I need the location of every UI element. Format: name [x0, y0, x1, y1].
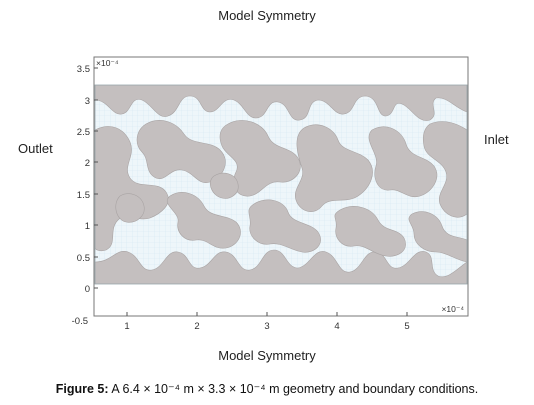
x-axis: 1 2 3 4 5 ×10⁻⁴	[124, 304, 464, 332]
y-tick-label: 2	[85, 158, 90, 169]
y-tick-label: 1.5	[77, 190, 90, 201]
y-multiplier: ×10⁻⁴	[96, 58, 119, 68]
top-boundary-label: Model Symmetry	[218, 8, 316, 23]
bottom-boundary-label: Model Symmetry	[218, 348, 316, 363]
y-tick-label: 3	[85, 96, 90, 107]
y-tick-label: 0.5	[77, 253, 90, 264]
y-tick-label: 2.5	[77, 127, 90, 138]
figure-caption: Figure 5: A 6.4 × 10⁻⁴ m × 3.3 × 10⁻⁴ m …	[0, 381, 534, 396]
solid-grains	[95, 85, 467, 284]
x-multiplier: ×10⁻⁴	[441, 304, 464, 314]
caption-label: Figure 5:	[55, 382, 109, 396]
y-axis: 3.5 3 2.5 2 1.5 1 0.5 0 -0.5 ×10⁻⁴	[72, 58, 119, 327]
x-tick-label: 5	[404, 321, 409, 332]
y-tick-label: -0.5	[72, 316, 88, 327]
y-tick-label: 0	[85, 284, 90, 295]
outlet-label: Outlet	[18, 141, 53, 156]
x-tick-label: 4	[334, 321, 339, 332]
x-tick-label: 1	[124, 321, 129, 332]
x-tick-label: 2	[194, 321, 199, 332]
x-tick-label: 3	[264, 321, 269, 332]
caption-text: A 6.4 × 10⁻⁴ m × 3.3 × 10⁻⁴ m geometry a…	[111, 382, 479, 396]
domain-outline	[94, 84, 468, 285]
inlet-label: Inlet	[484, 132, 509, 147]
y-tick-label: 1	[85, 221, 90, 232]
y-tick-label: 3.5	[77, 64, 90, 75]
